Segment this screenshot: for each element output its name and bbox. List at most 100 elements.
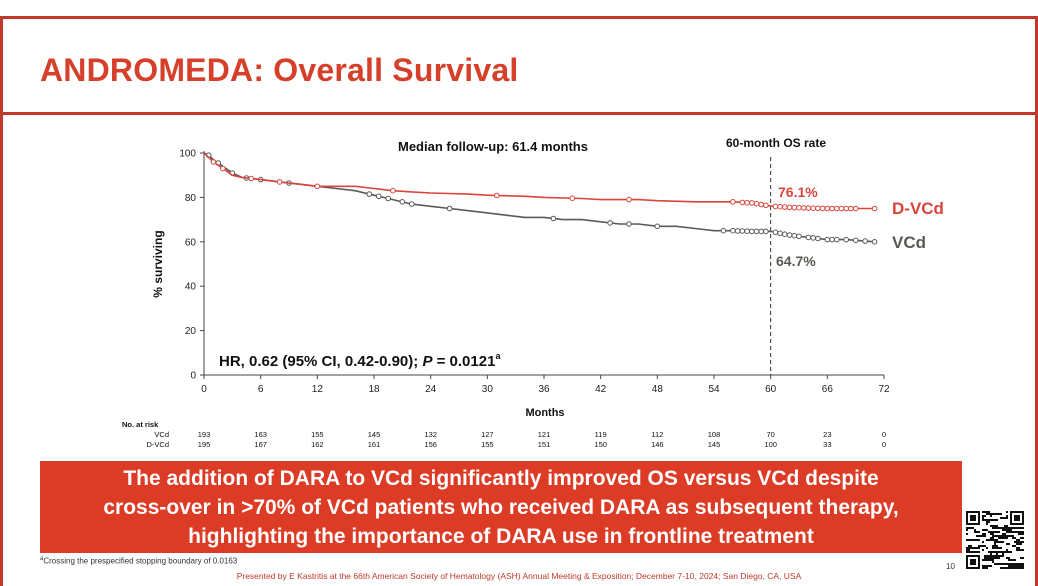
- censor-mark-vcd: [626, 221, 632, 227]
- censor-mark-vcd: [829, 236, 835, 243]
- censor-mark-d-vcd: [871, 205, 878, 212]
- censor-mark-d-vcd: [569, 195, 576, 201]
- risk-table-label: No. at risk: [122, 420, 159, 429]
- title-underline-rule: [0, 112, 1038, 115]
- censor-mark-d-vcd: [800, 205, 807, 211]
- censor-mark-vcd: [399, 199, 406, 205]
- risk-count: 33: [823, 440, 831, 449]
- series-label-vcd: VCd: [892, 233, 926, 252]
- banner-line-3: highlighting the importance of DARA use …: [188, 524, 814, 548]
- censor-mark-vcd: [409, 201, 415, 207]
- censor-mark-d-vcd: [749, 200, 755, 206]
- censor-mark-vcd: [834, 236, 840, 243]
- risk-row-label: D-VCd: [146, 440, 169, 449]
- series-label-d-vcd: D-VCd: [892, 199, 944, 218]
- top-accent-rule: [0, 16, 1038, 19]
- risk-count: 161: [368, 440, 381, 449]
- censor-mark-vcd: [744, 228, 750, 234]
- risk-count: 132: [424, 430, 437, 439]
- series-line-d-vcd: [203, 152, 875, 210]
- risk-count: 145: [708, 440, 721, 449]
- x-tick-label: 6: [258, 384, 264, 395]
- censor-mark-vcd: [791, 232, 798, 239]
- censor-mark-vcd: [375, 193, 382, 200]
- y-axis-label: % surviving: [151, 230, 165, 297]
- censor-mark-vcd: [777, 230, 783, 237]
- x-tick-label: 60: [765, 384, 777, 395]
- censor-mark-d-vcd: [852, 205, 859, 212]
- censor-mark-d-vcd: [763, 202, 769, 209]
- x-tick-label: 72: [878, 384, 890, 395]
- censor-mark-d-vcd: [838, 205, 845, 212]
- censor-mark-vcd: [796, 233, 802, 240]
- x-tick-label: 42: [595, 384, 607, 395]
- censor-mark-d-vcd: [314, 183, 321, 190]
- y-tick-label: 0: [190, 371, 196, 382]
- censor-mark-vcd: [446, 205, 453, 212]
- censor-mark-d-vcd: [805, 205, 812, 211]
- y-tick-label: 80: [185, 193, 197, 204]
- x-tick-label: 36: [538, 384, 550, 395]
- risk-count: 0: [882, 430, 886, 439]
- censor-mark-vcd: [852, 237, 859, 244]
- os-rate-label: 60-month OS rate: [726, 136, 826, 150]
- risk-row-label: VCd: [154, 430, 169, 439]
- footnote-marker: a: [40, 556, 44, 562]
- risk-count: 146: [651, 440, 664, 449]
- risk-count: 145: [368, 430, 381, 439]
- censor-mark-d-vcd: [815, 205, 821, 212]
- censor-mark-d-vcd: [834, 205, 840, 212]
- censor-mark-vcd: [805, 234, 812, 241]
- risk-count: 70: [766, 430, 774, 439]
- y-tick-label: 100: [179, 149, 196, 160]
- p-superscript: a: [495, 351, 501, 361]
- censor-mark-vcd: [810, 235, 817, 241]
- risk-count: 163: [254, 430, 267, 439]
- risk-count: 155: [311, 430, 324, 439]
- censor-mark-d-vcd: [730, 199, 736, 205]
- censor-mark-d-vcd: [276, 179, 283, 185]
- median-followup-label: Median follow-up: 61.4 months: [398, 139, 588, 154]
- censor-mark-d-vcd: [390, 187, 396, 194]
- censor-mark-vcd: [550, 215, 557, 222]
- x-tick-label: 30: [482, 384, 494, 395]
- censor-mark-vcd: [654, 223, 661, 230]
- y-tick-label: 40: [185, 282, 197, 293]
- censor-mark-vcd: [763, 228, 769, 235]
- censor-mark-vcd: [782, 231, 788, 237]
- p-value: = 0.0121: [432, 353, 495, 370]
- qr-code-icon[interactable]: [966, 511, 1024, 569]
- os-rate-value-d-vcd: 76.1%: [778, 184, 818, 200]
- x-tick-label: 66: [822, 384, 834, 395]
- censor-mark-d-vcd: [796, 204, 802, 211]
- censor-mark-d-vcd: [753, 200, 760, 207]
- censor-mark-d-vcd: [824, 205, 831, 212]
- censor-mark-vcd: [815, 235, 821, 242]
- censor-mark-vcd: [862, 238, 868, 244]
- y-tick-label: 20: [185, 326, 197, 337]
- risk-count: 119: [595, 430, 607, 439]
- banner-line-1: The addition of DARA to VCd significantl…: [123, 466, 879, 490]
- risk-count: 100: [764, 440, 777, 449]
- censor-mark-d-vcd: [758, 201, 765, 208]
- x-tick-label: 18: [368, 384, 380, 395]
- censor-mark-vcd: [366, 191, 373, 197]
- presented-by: Presented by E Kastritis at the 66th Ame…: [236, 571, 802, 581]
- conclusion-banner: The addition of DARA to VCd significantl…: [40, 461, 962, 553]
- slide-title: ANDROMEDA: Overall Survival: [40, 52, 519, 88]
- censor-mark-d-vcd: [791, 204, 798, 211]
- risk-count: 112: [651, 430, 663, 439]
- x-tick-label: 24: [425, 384, 437, 395]
- censor-mark-vcd: [720, 227, 727, 234]
- risk-count: 108: [708, 430, 721, 439]
- page-number: 10: [946, 562, 955, 571]
- footnote-text: Crossing the prespecified stopping bound…: [43, 556, 238, 566]
- risk-count: 127: [481, 430, 494, 439]
- censor-mark-d-vcd: [744, 199, 750, 206]
- censor-mark-d-vcd: [777, 203, 783, 210]
- footnote: aCrossing the prespecified stopping boun…: [40, 556, 237, 566]
- x-tick-label: 48: [652, 384, 664, 395]
- risk-count: 193: [198, 430, 211, 439]
- censor-mark-d-vcd: [843, 205, 850, 212]
